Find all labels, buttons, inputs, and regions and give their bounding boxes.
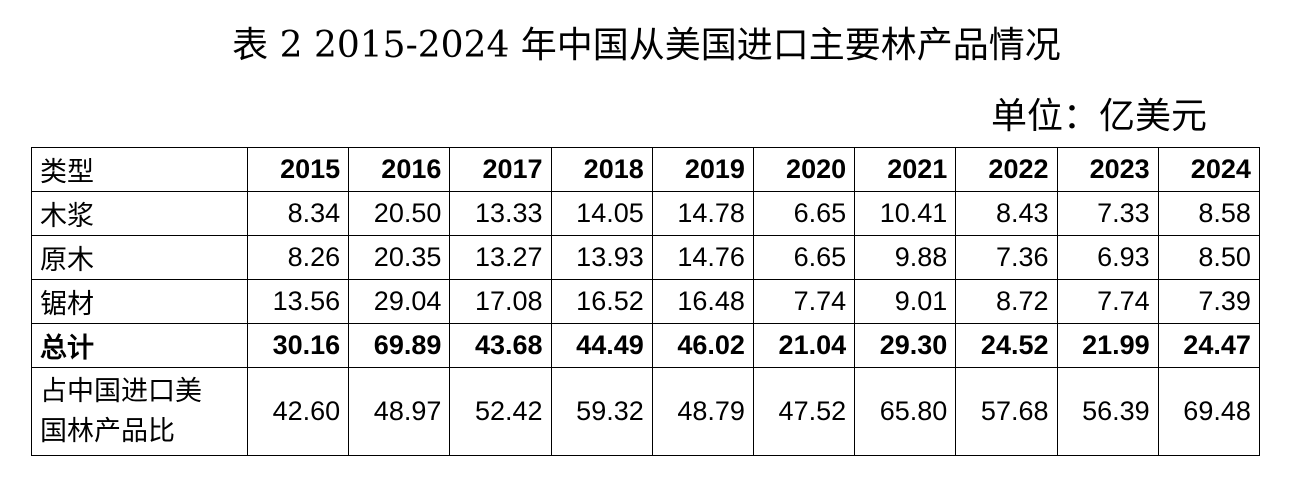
table-cell: 6.65 (752, 191, 856, 236)
table-cell: 16.48 (651, 279, 754, 324)
row-label: 锯材 (31, 279, 248, 324)
table-cell: 56.39 (1056, 367, 1159, 456)
table-cell: 14.78 (651, 191, 754, 236)
table-row-pulp: 木浆 8.34 20.50 13.33 14.05 14.78 6.65 10.… (31, 191, 1260, 236)
table-cell: 52.42 (449, 367, 552, 456)
table-cell: 42.60 (246, 367, 350, 456)
table-cell: 20.35 (348, 235, 451, 280)
table-cell: 7.36 (955, 235, 1058, 280)
table-cell: 13.56 (246, 279, 350, 324)
table-cell: 8.50 (1157, 235, 1260, 280)
year-header: 2016 (348, 147, 451, 192)
table-cell: 47.52 (752, 367, 856, 456)
table-cell: 14.76 (651, 235, 754, 280)
table-cell: 14.05 (550, 191, 653, 236)
table-cell: 46.02 (651, 323, 754, 368)
year-header: 2021 (854, 147, 957, 192)
year-header: 2017 (449, 147, 552, 192)
table-cell: 29.04 (348, 279, 451, 324)
table-cell: 48.97 (348, 367, 451, 456)
table-row-lumber: 锯材 13.56 29.04 17.08 16.52 16.48 7.74 9.… (31, 279, 1260, 324)
table-cell: 57.68 (955, 367, 1058, 456)
row-label: 原木 (31, 235, 248, 280)
table-row-total: 总计 30.16 69.89 43.68 44.49 46.02 21.04 2… (31, 323, 1260, 368)
table-cell: 69.48 (1157, 367, 1260, 456)
table-cell: 7.74 (752, 279, 856, 324)
year-header: 2024 (1157, 147, 1260, 192)
table-cell: 24.47 (1157, 323, 1260, 368)
table-cell: 9.88 (854, 235, 957, 280)
table-cell: 48.79 (651, 367, 754, 456)
table-cell: 21.04 (752, 323, 856, 368)
table-cell: 13.33 (449, 191, 552, 236)
table-cell: 13.93 (550, 235, 653, 280)
type-header: 类型 (31, 147, 248, 192)
row-label: 占中国进口美 国林产品比 (31, 367, 248, 456)
table-cell: 43.68 (449, 323, 552, 368)
year-header: 2019 (651, 147, 754, 192)
table-title: 表 2 2015-2024 年中国从美国进口主要林产品情况 (232, 25, 1061, 66)
table-cell: 6.65 (752, 235, 856, 280)
year-header: 2023 (1056, 147, 1159, 192)
table-cell: 20.50 (348, 191, 451, 236)
table-cell: 8.26 (246, 235, 350, 280)
table-cell: 9.01 (854, 279, 957, 324)
table-cell: 7.39 (1157, 279, 1260, 324)
row-label: 总计 (31, 323, 248, 368)
row-label-line: 占中国进口美 (40, 375, 202, 407)
table-cell: 7.74 (1056, 279, 1159, 324)
unit-label: 单位：亿美元 (990, 96, 1207, 137)
table-cell: 8.72 (955, 279, 1058, 324)
table-cell: 44.49 (550, 323, 653, 368)
header-row: 类型 2015 2016 2017 2018 2019 2020 2021 20… (31, 147, 1260, 192)
table-row-share: 占中国进口美 国林产品比 42.60 48.97 52.42 59.32 48.… (31, 367, 1260, 456)
table-cell: 16.52 (550, 279, 653, 324)
table-cell: 8.34 (246, 191, 350, 236)
table-cell: 21.99 (1056, 323, 1159, 368)
year-header: 2020 (752, 147, 856, 192)
year-header: 2015 (246, 147, 350, 192)
table-row-logs: 原木 8.26 20.35 13.27 13.93 14.76 6.65 9.8… (31, 235, 1260, 280)
table-cell: 8.58 (1157, 191, 1260, 236)
table-cell: 65.80 (854, 367, 957, 456)
table-cell: 59.32 (550, 367, 653, 456)
table-cell: 24.52 (955, 323, 1058, 368)
data-table: 类型 2015 2016 2017 2018 2019 2020 2021 20… (31, 147, 1260, 456)
table-cell: 69.89 (348, 323, 451, 368)
table-cell: 7.33 (1056, 191, 1159, 236)
table-cell: 17.08 (449, 279, 552, 324)
table-cell: 13.27 (449, 235, 552, 280)
table-cell: 8.43 (955, 191, 1058, 236)
table-cell: 10.41 (854, 191, 957, 236)
row-label: 木浆 (31, 191, 248, 236)
row-label-line: 国林产品比 (40, 415, 175, 447)
table-cell: 29.30 (854, 323, 957, 368)
table-cell: 6.93 (1056, 235, 1159, 280)
table-cell: 30.16 (246, 323, 350, 368)
year-header: 2018 (550, 147, 653, 192)
year-header: 2022 (955, 147, 1058, 192)
